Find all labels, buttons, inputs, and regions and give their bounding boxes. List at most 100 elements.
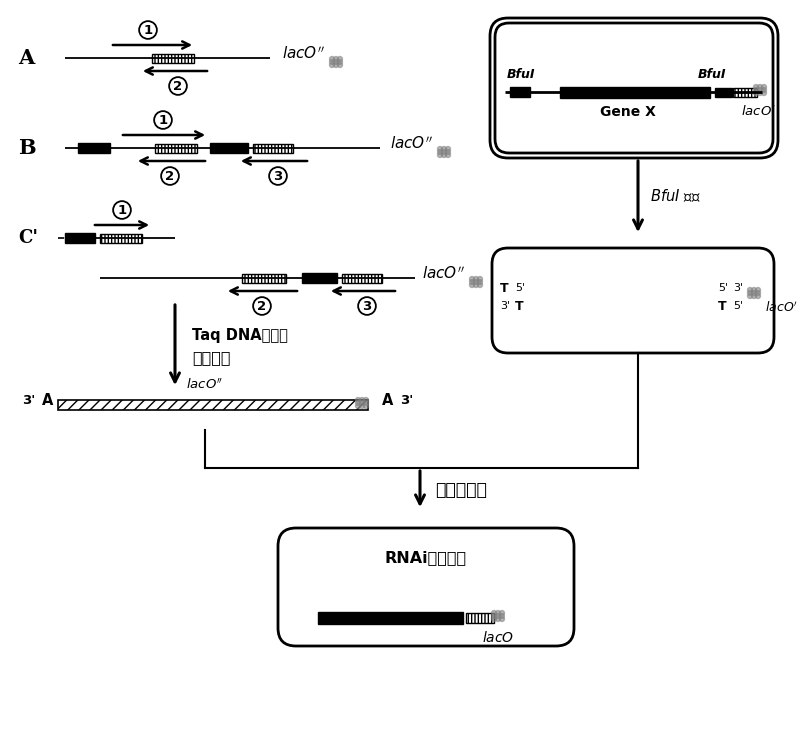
Circle shape — [751, 290, 757, 295]
Circle shape — [359, 397, 365, 402]
Circle shape — [478, 279, 482, 284]
Bar — [58, 400, 368, 410]
Circle shape — [363, 397, 369, 402]
Text: $lacO'$: $lacO'$ — [741, 105, 775, 120]
Bar — [65, 233, 95, 243]
Circle shape — [330, 57, 334, 61]
Circle shape — [338, 60, 342, 64]
Text: 1: 1 — [158, 114, 167, 127]
Circle shape — [334, 60, 338, 64]
Circle shape — [355, 400, 361, 405]
Circle shape — [470, 279, 474, 284]
Bar — [155, 144, 197, 152]
Bar — [466, 613, 494, 623]
Circle shape — [474, 283, 478, 287]
Text: 2: 2 — [166, 170, 174, 182]
Circle shape — [438, 149, 442, 155]
Bar — [318, 612, 463, 624]
Circle shape — [754, 87, 758, 93]
Circle shape — [478, 283, 482, 287]
Circle shape — [747, 290, 753, 295]
Bar — [733, 87, 757, 96]
Bar — [302, 273, 337, 283]
Bar — [253, 144, 293, 152]
Circle shape — [442, 152, 446, 157]
Circle shape — [363, 403, 369, 408]
Circle shape — [355, 403, 361, 408]
Circle shape — [754, 85, 758, 90]
Text: A: A — [42, 392, 54, 408]
Bar — [100, 233, 142, 243]
Text: RNAi表达单元: RNAi表达单元 — [385, 550, 467, 566]
Circle shape — [491, 614, 497, 618]
Bar — [560, 87, 710, 98]
Text: $lacO^{\prime\prime}$: $lacO^{\prime\prime}$ — [390, 136, 433, 152]
Circle shape — [762, 87, 766, 93]
Text: 3': 3' — [22, 394, 35, 407]
Bar — [342, 273, 382, 283]
Text: Gene X: Gene X — [600, 105, 656, 119]
Text: $lacO^{\prime\prime}$: $lacO^{\prime\prime}$ — [186, 378, 224, 392]
Circle shape — [758, 90, 762, 95]
Circle shape — [442, 147, 446, 152]
Circle shape — [495, 617, 501, 622]
Text: 3': 3' — [400, 394, 414, 407]
Text: $lacO^{\prime\prime}$: $lacO^{\prime\prime}$ — [422, 265, 465, 282]
Circle shape — [758, 85, 762, 90]
Circle shape — [499, 610, 505, 615]
Text: T: T — [500, 281, 509, 295]
Circle shape — [438, 147, 442, 152]
Circle shape — [470, 276, 474, 281]
Circle shape — [751, 287, 757, 292]
Text: $BfuI$ 酶切: $BfuI$ 酶切 — [650, 187, 701, 204]
Text: 2: 2 — [258, 300, 266, 313]
Text: BfuI: BfuI — [698, 68, 726, 80]
Circle shape — [758, 87, 762, 93]
Text: 3': 3' — [500, 301, 510, 311]
Circle shape — [755, 287, 761, 292]
Circle shape — [330, 63, 334, 68]
Circle shape — [495, 610, 501, 615]
Text: $lacO^{\prime\prime}$: $lacO^{\prime\prime}$ — [282, 46, 325, 62]
Text: Taq DNA聚合酶: Taq DNA聚合酶 — [192, 327, 288, 343]
Text: 3: 3 — [362, 300, 372, 313]
Circle shape — [495, 614, 501, 618]
Text: C': C' — [18, 229, 38, 247]
Circle shape — [359, 400, 365, 405]
Circle shape — [446, 147, 450, 152]
Circle shape — [747, 294, 753, 298]
Circle shape — [334, 57, 338, 61]
Circle shape — [755, 294, 761, 298]
Circle shape — [751, 294, 757, 298]
Bar — [152, 53, 194, 63]
Circle shape — [747, 287, 753, 292]
Text: 5': 5' — [718, 283, 728, 293]
Text: 2: 2 — [174, 79, 182, 93]
Text: 1: 1 — [143, 23, 153, 36]
Circle shape — [499, 614, 505, 618]
Circle shape — [478, 276, 482, 281]
Circle shape — [754, 90, 758, 95]
Text: 5': 5' — [515, 283, 525, 293]
Text: 连接酶处理: 连接酶处理 — [435, 481, 487, 499]
Circle shape — [334, 63, 338, 68]
Circle shape — [442, 149, 446, 155]
Circle shape — [338, 63, 342, 68]
Circle shape — [762, 90, 766, 95]
Text: 1: 1 — [118, 203, 126, 217]
Text: 5': 5' — [733, 301, 743, 311]
Circle shape — [491, 617, 497, 622]
Text: BfuI: BfuI — [507, 68, 535, 80]
Bar — [510, 87, 530, 97]
Text: 3': 3' — [733, 283, 743, 293]
Text: $lacO$: $lacO$ — [482, 631, 514, 645]
Circle shape — [755, 290, 761, 295]
Circle shape — [470, 283, 474, 287]
Bar — [210, 143, 248, 153]
Circle shape — [762, 85, 766, 90]
Circle shape — [499, 617, 505, 622]
Circle shape — [359, 403, 365, 408]
Circle shape — [363, 400, 369, 405]
Circle shape — [438, 152, 442, 157]
Circle shape — [338, 57, 342, 61]
